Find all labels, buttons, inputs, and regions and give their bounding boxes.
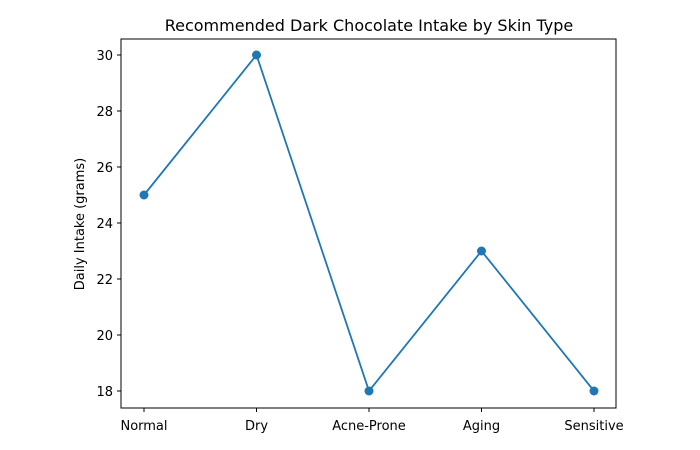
- x-tick-label: Dry: [245, 419, 268, 434]
- y-tick-label: 26: [96, 161, 113, 176]
- x-tick-label: Acne-Prone: [332, 419, 406, 434]
- y-axis-label: Daily Intake (grams): [73, 158, 88, 291]
- x-tick-label: Aging: [463, 419, 500, 434]
- series-line: [143, 53, 595, 393]
- data-series: [139, 50, 599, 396]
- chart-title: Recommended Dark Chocolate Intake by Ski…: [165, 16, 574, 35]
- data-point-marker: [139, 190, 149, 200]
- data-point-marker: [364, 386, 374, 396]
- data-point-marker: [589, 386, 599, 396]
- y-tick-label: 20: [96, 329, 113, 344]
- plot-area: [120, 38, 617, 409]
- x-tick-label: Sensitive: [564, 419, 623, 434]
- y-tick-label: 24: [96, 217, 113, 232]
- y-axis: 18 20 22 24 26 28 30: [96, 49, 121, 400]
- x-tick-label: Normal: [120, 419, 167, 434]
- y-tick-label: 30: [96, 49, 113, 64]
- y-tick-label: 28: [96, 105, 113, 120]
- data-point-marker: [477, 246, 486, 256]
- x-axis: Normal Dry Acne-Prone Aging Sensitive: [120, 408, 624, 434]
- y-tick-label: 22: [96, 273, 113, 288]
- y-tick-label: 18: [96, 385, 113, 400]
- data-point-marker: [252, 50, 261, 60]
